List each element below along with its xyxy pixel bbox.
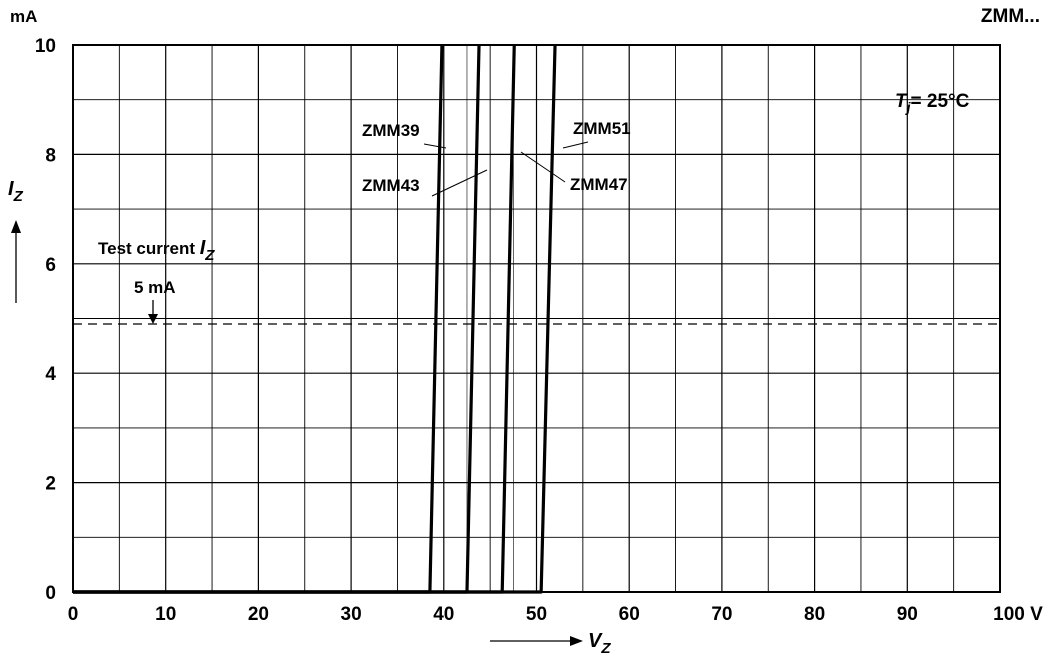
test-current-subscript: Z (204, 247, 215, 264)
series-label-zmm47: ZMM47 (570, 175, 628, 194)
x-tick-label: 70 (711, 604, 732, 625)
test-current-annotation: Test current IZ (98, 237, 215, 264)
x-axis-symbol: V (588, 630, 603, 652)
y-tick-label: 6 (45, 255, 56, 276)
test-current-value-label: 5 mA (134, 278, 176, 297)
y-axis-subscript: Z (13, 188, 24, 205)
x-tick-label: 20 (248, 604, 269, 625)
series-label-zmm43: ZMM43 (362, 176, 420, 195)
x-tick-label: 80 (804, 604, 825, 625)
y-axis-symbol: I (8, 178, 14, 200)
y-axis-unit: mA (10, 7, 37, 26)
y-tick-label: 8 (45, 145, 56, 166)
test-current-label: Test current (98, 239, 195, 258)
grid (73, 45, 1000, 592)
temperature-symbol: T (895, 91, 908, 112)
y-axis-label: IZ (8, 178, 24, 205)
x-tick-label: 50 (526, 604, 547, 625)
temperature-text: = 25°C (911, 91, 970, 112)
x-tick-label: 30 (341, 604, 362, 625)
x-axis-arrow (490, 636, 583, 646)
y-tick-label: 0 (45, 583, 56, 604)
series-label-zmm39: ZMM39 (362, 121, 420, 140)
y-axis-arrow (11, 220, 21, 303)
x-tick-label: 0 (68, 604, 79, 625)
y-tick-label: 4 (45, 364, 56, 385)
x-tick-label: 60 (619, 604, 640, 625)
tick-labels: 0 10 20 30 40 50 60 70 80 90 100 V 0 2 4 6 8 10 (35, 36, 1043, 625)
x-tick-label: 10 (155, 604, 176, 625)
series-label-zmm51: ZMM51 (573, 119, 631, 138)
x-axis-subscript: Z (600, 640, 611, 657)
y-tick-label: 10 (35, 36, 56, 57)
x-tick-label: 40 (433, 604, 454, 625)
chart-title: ZMM... (981, 6, 1040, 27)
x-tick-label: 90 (897, 604, 918, 625)
test-current-symbol: I (200, 237, 206, 259)
leader-zmm51 (562, 141, 589, 149)
x-axis-label: VZ (588, 630, 611, 657)
leader-zmm47 (520, 151, 566, 183)
x-tick-label: 100 V (993, 604, 1043, 625)
plot-frame (72, 44, 1001, 593)
label-leaders (423, 141, 589, 197)
leader-zmm39 (423, 143, 447, 149)
temperature-annotation: Tj= 25°C (895, 91, 970, 115)
temperature-subscript: j (905, 99, 912, 115)
test-current-arrow (148, 300, 158, 324)
leader-zmm43 (431, 169, 488, 197)
y-tick-label: 2 (45, 474, 56, 495)
